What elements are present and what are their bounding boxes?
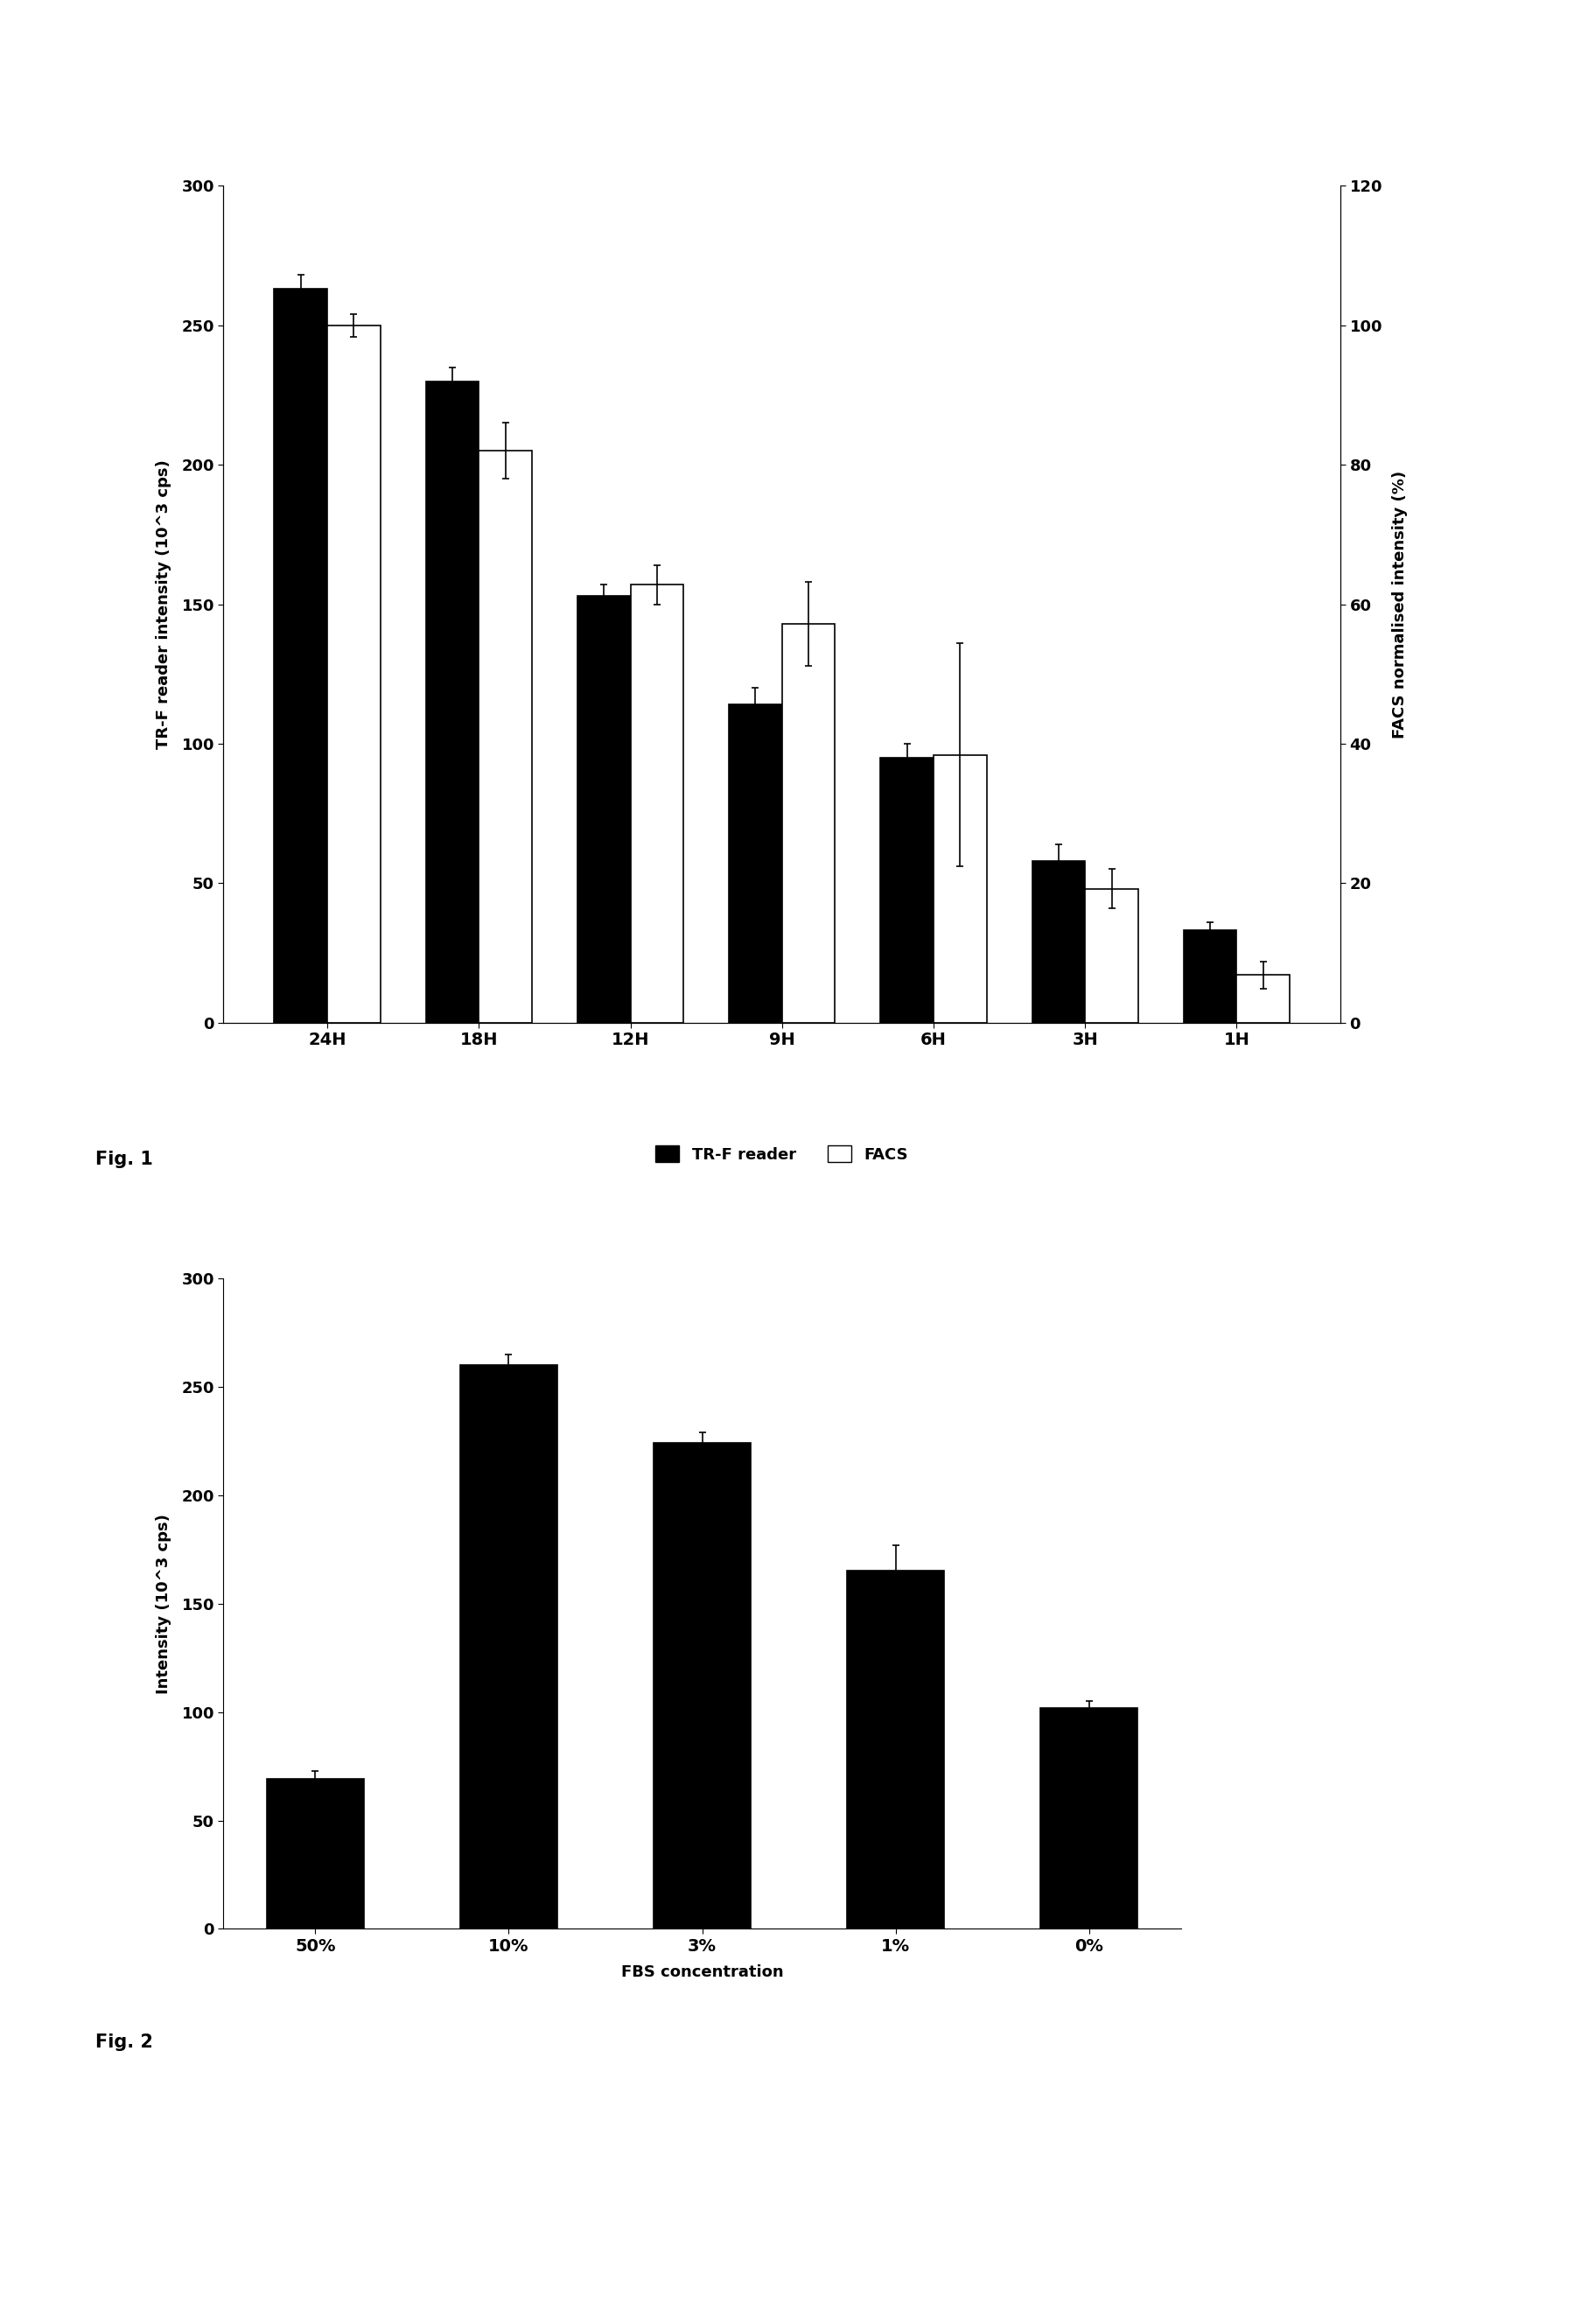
Bar — [729, 704, 782, 1023]
Bar — [1040, 1708, 1137, 1929]
Text: Fig. 2: Fig. 2 — [96, 2034, 153, 2052]
Bar — [782, 623, 834, 1023]
Bar — [426, 381, 478, 1023]
Legend: TR-F reader, FACS: TR-F reader, FACS — [649, 1139, 914, 1169]
Y-axis label: TR-F reader intensity (10^3 cps): TR-F reader intensity (10^3 cps) — [156, 460, 172, 748]
Bar — [459, 1364, 557, 1929]
Bar — [630, 586, 683, 1023]
Bar — [654, 1443, 750, 1929]
Bar — [327, 325, 380, 1023]
Y-axis label: FACS normalised intensity (%): FACS normalised intensity (%) — [1391, 469, 1407, 739]
Bar — [933, 755, 986, 1023]
Bar — [1236, 976, 1289, 1023]
Bar — [274, 288, 327, 1023]
Bar — [266, 1780, 364, 1929]
Bar — [478, 451, 531, 1023]
Y-axis label: Intensity (10^3 cps): Intensity (10^3 cps) — [156, 1513, 172, 1694]
Bar — [577, 595, 630, 1023]
Text: Fig. 1: Fig. 1 — [96, 1150, 153, 1169]
Bar — [1032, 860, 1085, 1023]
Bar — [847, 1571, 944, 1929]
Bar — [1183, 930, 1236, 1023]
Bar — [1085, 888, 1137, 1023]
Bar — [880, 758, 933, 1023]
X-axis label: FBS concentration: FBS concentration — [620, 1964, 783, 1980]
